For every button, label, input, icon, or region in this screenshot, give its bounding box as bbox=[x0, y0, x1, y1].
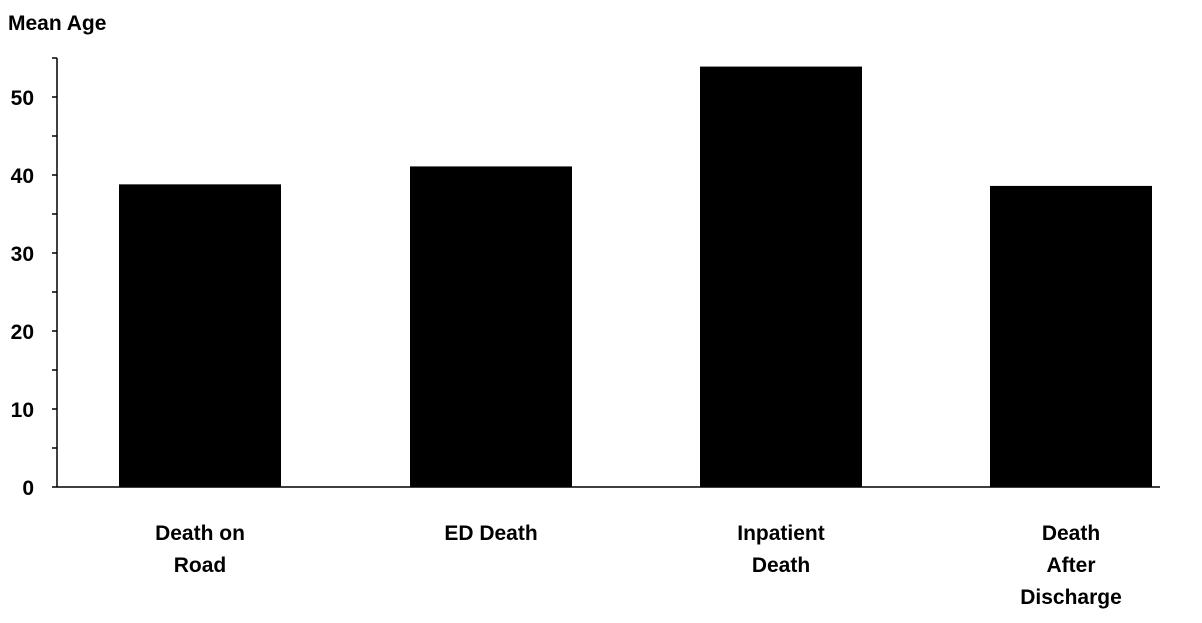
x-tick-label-2: Inpatient Death bbox=[737, 522, 825, 577]
x-tick-label-0-line-0: Death on bbox=[155, 522, 245, 545]
x-tick-label-1: ED Death bbox=[444, 522, 537, 545]
y-tick-label-40: 40 bbox=[11, 165, 34, 188]
bar-2 bbox=[700, 66, 862, 487]
x-tick-label-2-line-0: Inpatient bbox=[737, 522, 825, 545]
x-tick-label-3-line-2: Discharge bbox=[1020, 586, 1122, 609]
x-tick-label-1-line-0: ED Death bbox=[444, 522, 537, 545]
y-tick-label-20: 20 bbox=[11, 321, 34, 344]
x-tick-label-0: Death on Road bbox=[155, 522, 245, 577]
x-tick-label-0-line-1: Road bbox=[174, 554, 227, 577]
bar-1 bbox=[410, 166, 572, 488]
x-tick-label-3: Death After Discharge bbox=[1020, 522, 1122, 609]
y-tick-label-30: 30 bbox=[11, 243, 34, 266]
x-tick-label-3-line-0: Death bbox=[1042, 522, 1100, 545]
y-axis-title: Mean Age bbox=[8, 12, 107, 35]
y-tick-label-50: 50 bbox=[11, 87, 34, 110]
y-tick-label-10: 10 bbox=[11, 399, 34, 422]
x-tick-label-3-line-1: After bbox=[1046, 554, 1095, 577]
bar-0 bbox=[119, 184, 281, 488]
bar-3 bbox=[990, 185, 1152, 488]
x-tick-label-2-line-1: Death bbox=[752, 554, 810, 577]
y-tick-label-0: 0 bbox=[22, 477, 34, 500]
